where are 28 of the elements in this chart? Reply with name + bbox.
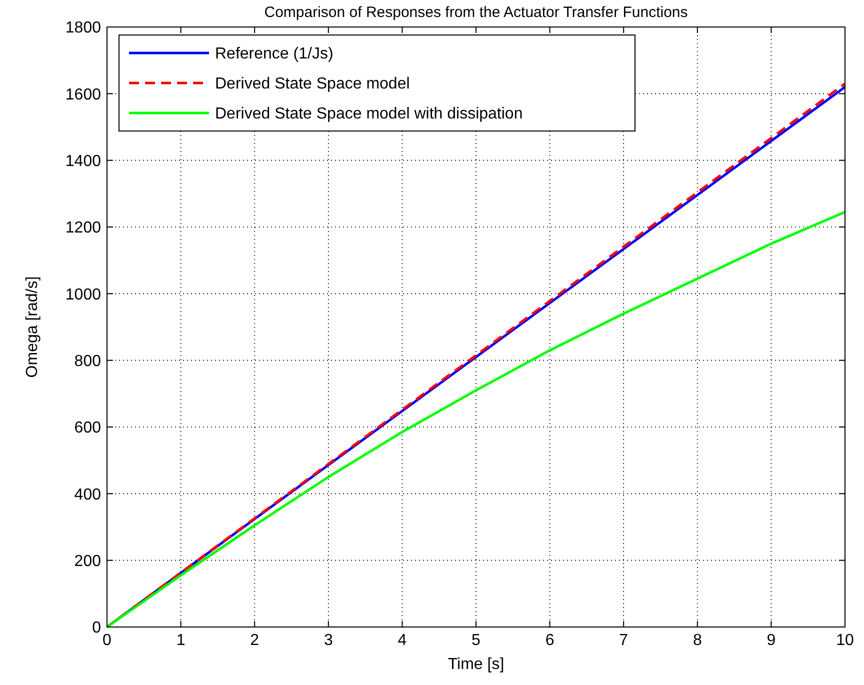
x-tick-label: 4 — [398, 632, 407, 649]
y-tick-label: 1800 — [65, 20, 102, 37]
x-tick-label: 7 — [619, 632, 628, 649]
x-tick-label: 1 — [176, 632, 186, 649]
y-tick-label: 1400 — [65, 152, 102, 170]
x-tick-label: 5 — [472, 632, 481, 649]
x-axis-title: Time [s] — [448, 656, 504, 673]
x-tick-label: 10 — [836, 632, 854, 649]
x-tick-label: 8 — [692, 632, 702, 649]
legend-label: Reference (1/Js) — [215, 46, 334, 63]
x-tick-label: 9 — [766, 632, 776, 649]
y-tick-label: 1200 — [65, 220, 102, 237]
x-tick-label: 3 — [324, 632, 333, 649]
legend-label: Derived State Space model — [215, 76, 410, 93]
y-tick-label: 800 — [74, 352, 102, 370]
line-series — [106, 210, 846, 628]
x-tick-label: 2 — [250, 632, 260, 649]
y-axis-title: Omega [rad/s] — [24, 276, 41, 378]
legend-label: Derived State Space model with dissipation — [215, 106, 523, 123]
x-tick-label: 0 — [102, 632, 112, 649]
y-tick-label: 1000 — [65, 286, 102, 304]
x-tick-label: 6 — [545, 632, 554, 649]
y-tick-label: 600 — [74, 420, 102, 437]
y-tick-label: 1600 — [65, 86, 102, 104]
y-tick-label: 0 — [92, 620, 102, 637]
y-tick-label: 200 — [74, 552, 102, 570]
chart-title: Comparison of Responses from the Actuator Transfer Functions — [264, 4, 688, 21]
y-tick-label: 400 — [74, 486, 102, 504]
